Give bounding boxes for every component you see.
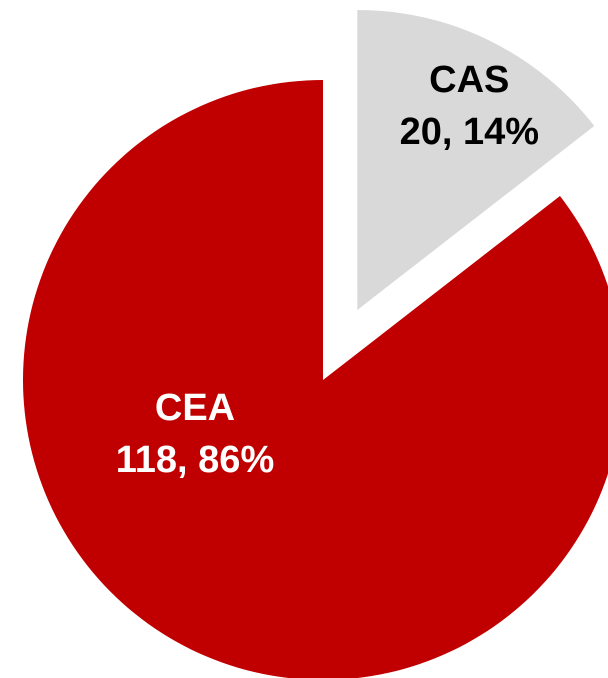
slice-category-label: CAS [429,59,509,101]
slice-value-label: 118, 86% [116,439,274,481]
slice-value-label: 20, 14% [400,111,539,153]
pie-slice [23,80,608,678]
pie-slice [357,9,595,310]
slice-category-label: CEA [155,387,235,429]
